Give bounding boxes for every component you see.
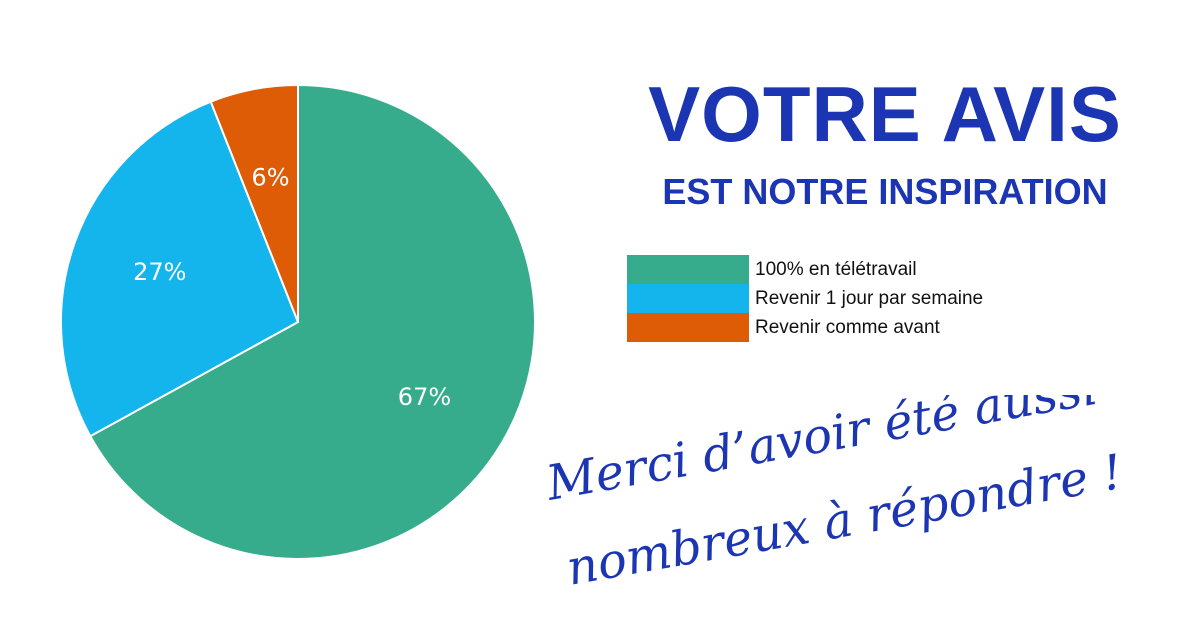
pie-label-un-jour: 27% (133, 258, 186, 286)
legend-label-teletravail: 100% en télétravail (755, 258, 917, 280)
pie-slices (60, 83, 536, 560)
pie-labels: 67% 27% 6% (133, 164, 451, 411)
legend-item-teletravail: 100% en télétravail (627, 255, 983, 284)
legend-swatch-teletravail (627, 255, 749, 284)
pie-label-teletravail: 67% (398, 383, 451, 411)
pie-label-comme-avant: 6% (251, 164, 289, 192)
legend-item-un-jour: Revenir 1 jour par semaine (627, 284, 983, 313)
legend-swatch-un-jour (627, 284, 749, 313)
legend-item-comme-avant: Revenir comme avant (627, 313, 983, 342)
chart-legend: 100% en télétravail Revenir 1 jour par s… (627, 255, 983, 342)
pie-slice-un-jour (60, 100, 300, 438)
pie-chart: 67% 27% 6% (60, 83, 536, 560)
pie-slice-teletravail (88, 83, 536, 560)
legend-swatch-comme-avant (627, 313, 749, 342)
subheadline: EST NOTRE INSPIRATION (662, 171, 1108, 212)
pie-slice-comme-avant (209, 83, 299, 323)
thank-you-message: Merci d’avoir été aussi nombreux à répon… (541, 395, 1126, 595)
legend-label-comme-avant: Revenir comme avant (755, 316, 940, 338)
legend-label-un-jour: Revenir 1 jour par semaine (755, 287, 984, 309)
headline: VOTRE AVIS (648, 70, 1122, 158)
